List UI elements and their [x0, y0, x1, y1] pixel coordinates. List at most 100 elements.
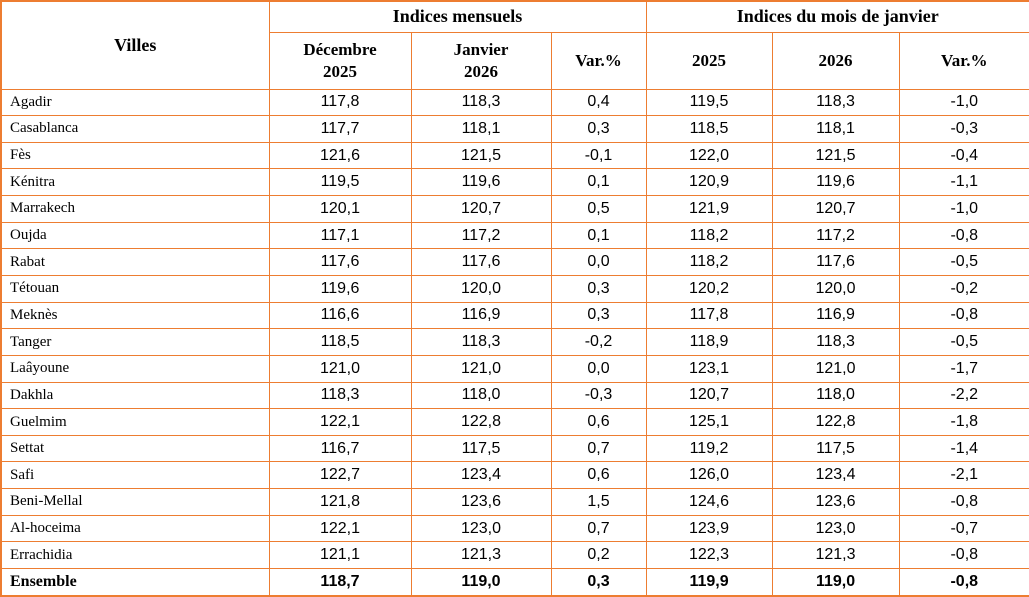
value-cell: -1,0: [898, 195, 1029, 223]
header-sub-row: Décembre 2025 Janvier 2026 Var.% 2025 20…: [1, 31, 1029, 90]
value-cell: 119,9: [645, 568, 773, 597]
city-cell: Meknès: [0, 301, 270, 330]
value-cell: 122,1: [268, 514, 412, 543]
value-cell: 120,0: [771, 274, 900, 303]
value-cell: 1,5: [550, 488, 647, 516]
value-cell: 121,0: [771, 354, 900, 383]
table-row: Safi 122,7 123,4 0,6 126,0 123,4 -2,1: [0, 461, 1029, 490]
value-cell: 117,5: [771, 434, 900, 463]
table-row: Tétouan 119,6 120,0 0,3 120,2 120,0 -0,2: [0, 274, 1029, 303]
table-row: Laâyoune 121,0 121,0 0,0 123,1 121,0 -1,7: [0, 354, 1029, 383]
value-cell: 123,0: [410, 514, 552, 543]
city-cell: Agadir: [0, 88, 270, 117]
value-cell: 118,0: [771, 381, 900, 410]
value-cell: 119,2: [645, 434, 773, 463]
city-cell: Ensemble: [0, 568, 270, 597]
value-cell: 121,8: [268, 488, 412, 516]
city-cell: Safi: [0, 461, 270, 490]
city-cell: Fès: [0, 141, 270, 170]
city-cell: Tétouan: [0, 274, 270, 303]
value-cell: 118,1: [771, 115, 900, 143]
value-cell: -1,0: [898, 88, 1029, 117]
city-cell: Errachidia: [0, 541, 270, 570]
value-cell: 120,9: [645, 168, 773, 197]
value-cell: 123,0: [771, 514, 900, 543]
value-cell: 117,6: [410, 248, 552, 276]
value-cell: 118,0: [410, 381, 552, 410]
value-cell: 0,6: [550, 408, 647, 436]
value-cell: 120,0: [410, 274, 552, 303]
value-cell: -2,1: [898, 461, 1029, 490]
value-cell: 117,8: [645, 301, 773, 330]
table-row: Rabat 117,6 117,6 0,0 118,2 117,6 -0,5: [0, 248, 1029, 276]
value-cell: 120,7: [410, 195, 552, 223]
value-cell: -1,8: [898, 408, 1029, 436]
city-cell: Settat: [0, 434, 270, 463]
value-cell: 117,7: [268, 115, 412, 143]
value-cell: 118,3: [410, 328, 552, 356]
value-cell: 117,8: [268, 88, 412, 117]
header-group-row: Villes Indices mensuels Indices du mois …: [0, 0, 1029, 90]
column-header-var-mensuel: Var.%: [550, 31, 647, 90]
table-row: Agadir 117,8 118,3 0,4 119,5 118,3 -1,0: [0, 88, 1029, 117]
value-cell: 118,7: [268, 568, 412, 597]
value-cell: 119,6: [410, 168, 552, 197]
table-row: Meknès 116,6 116,9 0,3 117,8 116,9 -0,8: [0, 301, 1029, 330]
city-cell: Tanger: [0, 328, 270, 356]
value-cell: 118,2: [645, 221, 773, 250]
table-row: Marrakech 120,1 120,7 0,5 121,9 120,7 -1,0: [0, 195, 1029, 223]
value-cell: 118,9: [645, 328, 773, 356]
value-cell: 118,3: [268, 381, 412, 410]
value-cell: -0,2: [550, 328, 647, 356]
value-cell: 122,3: [645, 541, 773, 570]
value-cell: 117,2: [410, 221, 552, 250]
value-cell: 124,6: [645, 488, 773, 516]
city-cell: Rabat: [0, 248, 270, 276]
value-cell: -0,8: [898, 541, 1029, 570]
value-cell: 116,9: [771, 301, 900, 330]
city-cell: Al-hoceima: [0, 514, 270, 543]
value-cell: 126,0: [645, 461, 773, 490]
table-header: Villes Indices mensuels Indices du mois …: [0, 0, 1029, 90]
value-cell: 121,3: [771, 541, 900, 570]
value-cell: 121,5: [771, 141, 900, 170]
value-cell: 118,5: [268, 328, 412, 356]
value-cell: 122,7: [268, 461, 412, 490]
value-cell: 116,6: [268, 301, 412, 330]
value-cell: -0,1: [550, 141, 647, 170]
value-cell: 117,6: [268, 248, 412, 276]
value-cell: -2,2: [898, 381, 1029, 410]
value-cell: 0,6: [550, 461, 647, 490]
table-row: Kénitra 119,5 119,6 0,1 120,9 119,6 -1,1: [0, 168, 1029, 197]
value-cell: -1,7: [898, 354, 1029, 383]
value-cell: 122,8: [771, 408, 900, 436]
value-cell: -1,4: [898, 434, 1029, 463]
table-row: Settat 116,7 117,5 0,7 119,2 117,5 -1,4: [0, 434, 1029, 463]
column-group-indices-mensuels: Indices mensuels: [268, 0, 647, 33]
value-cell: 120,7: [645, 381, 773, 410]
column-header-decembre-2025: Décembre 2025: [268, 31, 412, 90]
city-cell: Guelmim: [0, 408, 270, 436]
table-row: Oujda 117,1 117,2 0,1 118,2 117,2 -0,8: [0, 221, 1029, 250]
value-cell: 118,5: [645, 115, 773, 143]
value-cell: 121,0: [410, 354, 552, 383]
table-row: Al-hoceima 122,1 123,0 0,7 123,9 123,0 -0,7: [0, 514, 1029, 543]
table-row-total: Ensemble 118,7 119,0 0,3 119,9 119,0 -0,8: [0, 568, 1029, 597]
table-row: Guelmim 122,1 122,8 0,6 125,1 122,8 -1,8: [0, 408, 1029, 436]
city-cell: Oujda: [0, 221, 270, 250]
value-cell: 123,6: [771, 488, 900, 516]
city-cell: Laâyoune: [0, 354, 270, 383]
value-cell: -0,8: [898, 301, 1029, 330]
value-cell: 123,9: [645, 514, 773, 543]
value-cell: 120,2: [645, 274, 773, 303]
value-cell: 120,7: [771, 195, 900, 223]
value-cell: 123,6: [410, 488, 552, 516]
value-cell: -0,8: [898, 488, 1029, 516]
value-cell: 121,0: [268, 354, 412, 383]
value-cell: 120,1: [268, 195, 412, 223]
table-row: Tanger 118,5 118,3 -0,2 118,9 118,3 -0,5: [0, 328, 1029, 356]
table-row: Dakhla 118,3 118,0 -0,3 120,7 118,0 -2,2: [0, 381, 1029, 410]
table-row: Beni-Mellal 121,8 123,6 1,5 124,6 123,6 -0,8: [0, 488, 1029, 516]
column-header-villes: Villes: [0, 0, 270, 90]
value-cell: 123,1: [645, 354, 773, 383]
